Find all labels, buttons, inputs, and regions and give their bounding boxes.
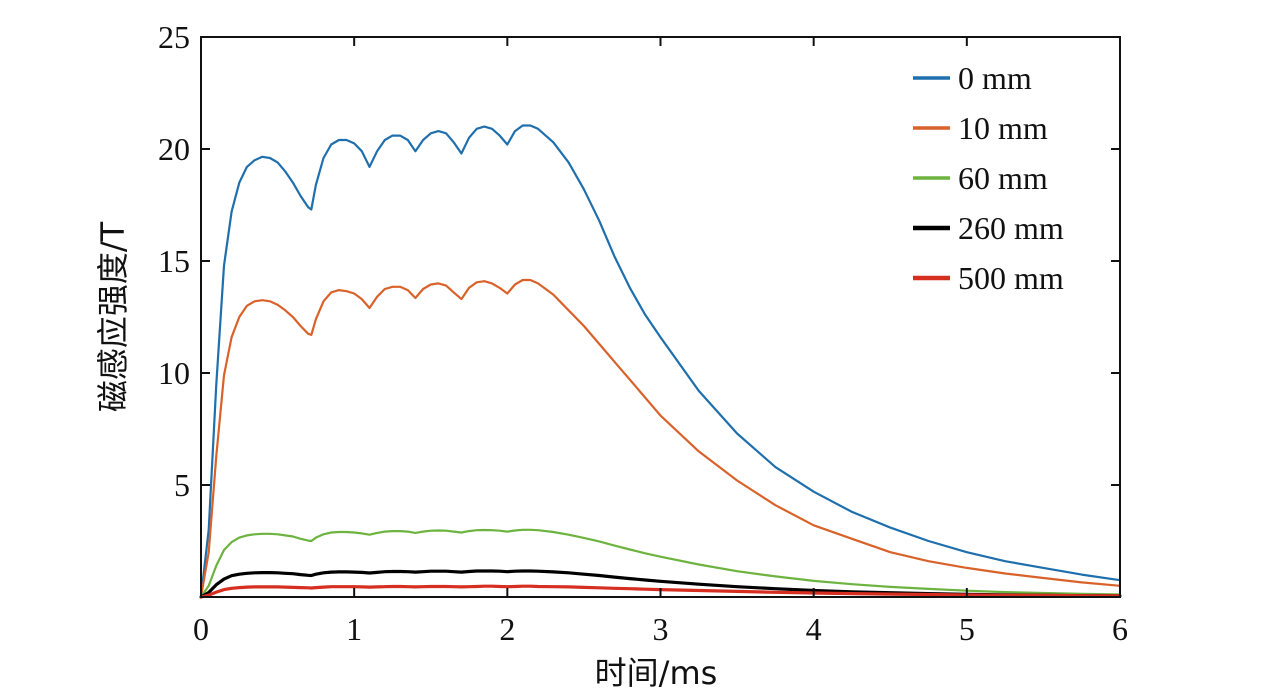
y-tick-label: 10	[158, 355, 190, 391]
series-line-60-mm	[199, 528, 1122, 599]
y-tick-label: 15	[158, 243, 190, 279]
series-line-260-mm	[199, 569, 1122, 599]
x-tick-label: 5	[959, 611, 975, 647]
legend-label: 500 mm	[958, 260, 1064, 296]
legend-label: 10 mm	[958, 110, 1048, 146]
ticks-layer: 0 1 2 3 4 5 6 5 10 15 20 25	[158, 19, 1128, 647]
x-tick-label: 4	[806, 611, 822, 647]
series-layer	[199, 124, 1122, 599]
legend-label: 60 mm	[958, 160, 1048, 196]
series-line-10-mm	[199, 278, 1122, 599]
y-tick-label: 20	[158, 131, 190, 167]
series-line-500-mm	[199, 584, 1122, 599]
x-tick-label: 0	[193, 611, 209, 647]
y-tick-label: 25	[158, 19, 190, 55]
x-tick-label: 2	[499, 611, 515, 647]
legend-label: 0 mm	[958, 60, 1032, 96]
y-axis-title: 磁感应强度/T	[94, 221, 132, 412]
x-tick-label: 1	[346, 611, 362, 647]
legend-label: 260 mm	[958, 210, 1064, 246]
series-line-0-mm	[199, 124, 1122, 599]
x-axis-title: 时间/ms	[595, 654, 718, 692]
x-tick-label: 6	[1112, 611, 1128, 647]
y-tick-label: 5	[174, 467, 190, 503]
x-tick-label: 3	[653, 611, 669, 647]
legend: 0 mm 10 mm 60 mm 260 mm 500 mm	[913, 60, 1064, 296]
